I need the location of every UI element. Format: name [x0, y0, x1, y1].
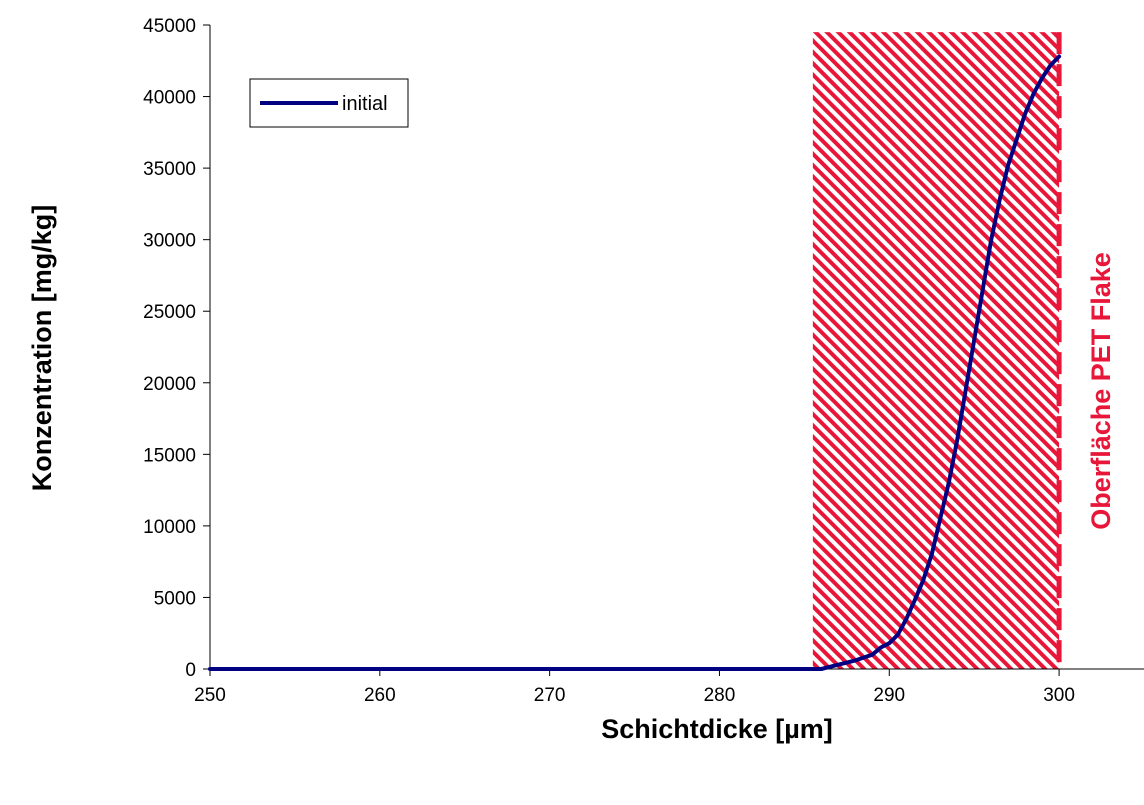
- y-axis-title: Konzentration [mg/kg]: [27, 205, 57, 491]
- y-tick-label: 0: [185, 660, 196, 681]
- x-tick-label: 250: [194, 685, 226, 706]
- x-tick-label: 280: [704, 685, 736, 706]
- y-tick-label: 45000: [143, 16, 196, 37]
- x-tick-label: 270: [534, 685, 566, 706]
- series-line-initial: [208, 54, 1062, 671]
- x-axis-title: Schichtdicke [µm]: [601, 714, 833, 744]
- x-tick-label: 290: [873, 685, 905, 706]
- y-tick-label: 30000: [143, 231, 196, 252]
- legend: initial: [249, 78, 409, 128]
- series: [208, 54, 1062, 671]
- y-tick-label: 40000: [143, 88, 196, 109]
- x-tick-label: 260: [364, 685, 396, 706]
- x-tick-label: 300: [1043, 685, 1075, 706]
- y-tick-label: 20000: [143, 374, 196, 395]
- y-tick-label: 35000: [143, 159, 196, 180]
- reference-line-label: Oberfläche PET Flake: [1086, 252, 1116, 530]
- y-tick-label: 10000: [143, 517, 196, 538]
- y-tick-label: 25000: [143, 302, 196, 323]
- y-tick-label: 5000: [154, 588, 196, 609]
- y-tick-label: 15000: [143, 445, 196, 466]
- tick-labels: 0 5000 10000 15000 20000 25000 30000 35000 40000…: [143, 16, 1075, 706]
- legend-label: initial: [342, 93, 388, 115]
